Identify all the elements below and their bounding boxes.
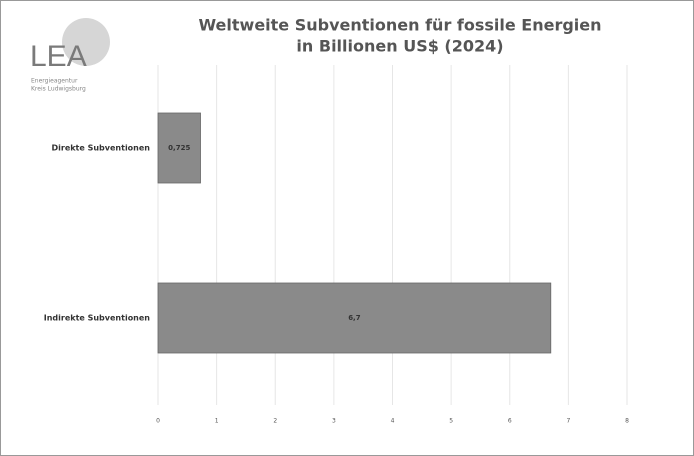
x-tick-label: 7 — [566, 418, 570, 425]
logo-name: LEA — [30, 40, 87, 73]
logo-circle — [62, 18, 110, 66]
bar — [157, 112, 201, 184]
x-tick-label: 2 — [273, 418, 277, 425]
x-tick-label: 6 — [508, 418, 512, 425]
data-label: 6,7 — [348, 314, 361, 322]
x-tick-label: 0 — [156, 418, 160, 425]
x-tick-label: 3 — [332, 418, 336, 425]
data-label: 0,725 — [168, 144, 190, 152]
x-tick-label: 4 — [391, 418, 395, 425]
x-tick-label: 5 — [449, 418, 453, 425]
x-tick-label: 8 — [625, 418, 629, 425]
y-tick-label: Direkte Subventionen — [51, 144, 150, 153]
bar — [157, 282, 552, 354]
logo-subtitle: Energieagentur — [31, 78, 78, 85]
chart-title: Weltweite Subventionen für fossile Energ… — [198, 16, 601, 35]
logo-subtitle: Kreis Ludwigsburg — [31, 86, 86, 93]
chart-title: in Billionen US$ (2024) — [296, 37, 503, 56]
x-tick-label: 1 — [215, 418, 219, 425]
y-tick-label: Indirekte Subventionen — [44, 314, 151, 323]
